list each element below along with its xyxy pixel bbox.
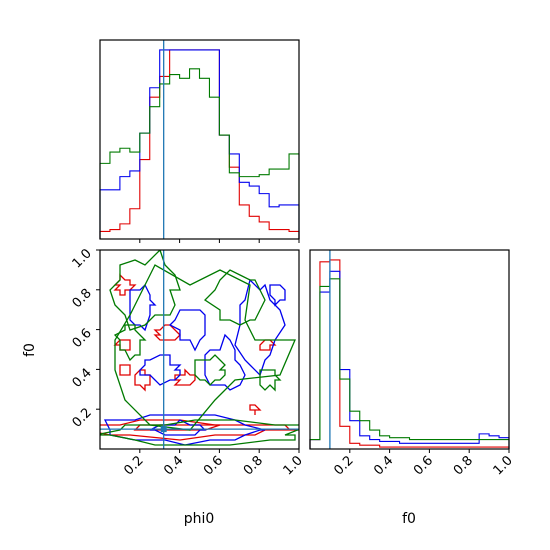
x-axis-label-phi0: phi0: [184, 511, 215, 527]
contour-blue-3: [129, 283, 157, 332]
phi0-histogram-panel: [99, 39, 300, 243]
x-tick-label: 0.8: [241, 453, 266, 478]
contour-green-5: [259, 369, 282, 392]
phi0-histogram-ticks: [139, 239, 300, 243]
f0-x-tick-label: 0.2: [331, 453, 356, 478]
x-tick-label: 1.0: [281, 453, 306, 478]
contour-frame: [99, 249, 300, 450]
contour-green-3: [203, 269, 266, 326]
truth-marker: [160, 426, 167, 433]
contour-green-0: [100, 419, 299, 446]
f0-histogram-series: [309, 259, 510, 449]
contour-red-9: [119, 364, 131, 376]
f0-hist-blue: [309, 270, 510, 449]
f0-x-tick-label: 0.6: [411, 453, 436, 478]
contour-red-5: [173, 368, 196, 386]
truth-crosshair: [100, 250, 299, 449]
phi0-hist-green: [99, 68, 300, 239]
y-tick-label: 0.2: [70, 405, 95, 430]
contour-blue-5: [168, 309, 206, 352]
contour-red-2: [113, 273, 137, 296]
f0-histogram-frame: [309, 249, 510, 450]
x-tick-label: 0.6: [201, 453, 226, 478]
f0-hist-green: [309, 278, 510, 449]
y-axis-label-f0: f0: [22, 343, 38, 357]
x-tick-label: 0.4: [161, 453, 186, 478]
contour-green-4: [194, 354, 226, 386]
contour-blue-6: [139, 354, 182, 386]
f0-histogram-ticks: 0.2 0.4 0.6 0.8 1.0: [331, 449, 516, 478]
contour-green-6: [113, 324, 147, 362]
contour-red-4: [134, 369, 151, 392]
f0-histogram-panel: 0.2 0.4 0.6 0.8 1.0: [309, 249, 516, 478]
contour-series: [100, 250, 299, 446]
contour-red-8: [249, 404, 262, 415]
contour-blue-4: [204, 333, 246, 391]
contour-red-3: [113, 339, 131, 351]
phi0-histogram-frame: [99, 39, 300, 240]
f0-x-tick-label: 0.4: [371, 453, 396, 478]
contour-blue-1: [149, 419, 207, 436]
y-tick-label: 1.0: [70, 246, 95, 271]
contour-green-1: [114, 264, 296, 431]
contour-green-2: [109, 250, 181, 331]
contour-red-6: [153, 324, 181, 341]
y-tick-label: 0.6: [70, 326, 95, 351]
f0-x-tick-label: 1.0: [491, 453, 516, 478]
contour-blue-2: [234, 278, 286, 377]
contour-blue-7: [269, 284, 286, 307]
phi0-hist-blue: [99, 49, 300, 239]
x-axis-label-f0: f0: [402, 511, 416, 527]
phi0-f0-contour-panel: 0.2 0.2 0.4 0.4 0.6 0.6 0.8 0.8 1.0 1.0: [70, 246, 306, 478]
y-tick-label: 0.8: [70, 286, 95, 311]
contour-ticks: 0.2 0.2 0.4 0.4 0.6 0.6 0.8 0.8 1.0 1.0: [70, 246, 306, 478]
y-tick-label: 0.4: [70, 366, 95, 391]
phi0-histogram-series: [99, 49, 300, 239]
x-tick-label: 0.2: [121, 453, 146, 478]
f0-x-tick-label: 0.8: [451, 453, 476, 478]
